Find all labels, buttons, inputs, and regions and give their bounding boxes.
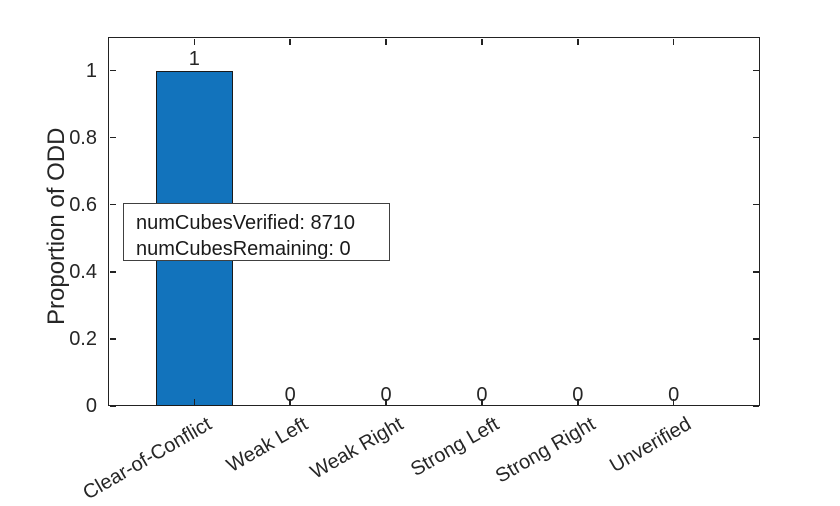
y-tick-right — [752, 271, 759, 273]
x-tick-label: Strong Right — [491, 413, 599, 488]
y-tick — [109, 405, 116, 407]
annotation-line-remaining: numCubesRemaining: 0 — [136, 238, 351, 260]
y-tick-label: 1 — [85, 59, 97, 82]
y-tick-right — [752, 203, 759, 206]
y-tick-right — [752, 69, 759, 72]
y-axis-label: Proportion of ODD — [43, 127, 70, 325]
x-tick-top — [289, 38, 291, 45]
y-tick-label: 0.8 — [69, 126, 97, 149]
x-tick-top — [672, 38, 675, 45]
y-tick — [109, 271, 116, 273]
bar-value-label: 0 — [380, 383, 392, 406]
y-tick — [109, 136, 116, 139]
x-tick — [289, 398, 291, 405]
x-tick-label: Clear-of-Conflict — [79, 413, 216, 505]
annotation-box: numCubesVerified: 8710 numCubesRemaining… — [123, 203, 390, 261]
bar-value-label: 0 — [284, 383, 296, 406]
x-tick-label: Unverified — [605, 413, 695, 478]
x-tick-label: Weak Right — [306, 413, 408, 484]
y-tick-label: 0.4 — [69, 260, 97, 283]
x-tick — [481, 398, 483, 405]
x-tick-top — [577, 38, 579, 45]
x-tick — [193, 398, 196, 405]
y-tick — [109, 203, 116, 206]
y-tick-label: 0.6 — [69, 193, 97, 216]
bar-value-label: 0 — [476, 383, 488, 406]
x-tick-top — [481, 38, 483, 45]
x-tick — [577, 398, 579, 405]
y-tick-right — [752, 338, 759, 340]
bar-value-label: 0 — [668, 383, 680, 406]
y-tick-right — [752, 136, 759, 139]
x-tick — [672, 398, 675, 405]
y-tick-label: 0 — [85, 395, 97, 417]
y-tick-label: 0.2 — [69, 327, 97, 350]
x-tick — [385, 398, 387, 405]
y-tick-right — [752, 405, 759, 407]
x-tick-label: Weak Left — [222, 413, 312, 477]
y-tick — [109, 69, 116, 72]
x-tick-label: Strong Left — [407, 413, 503, 481]
y-tick — [109, 338, 116, 340]
plot-area — [108, 37, 760, 406]
x-tick-top — [385, 38, 387, 45]
annotation-line-verified: numCubesVerified: 8710 — [136, 212, 356, 234]
bar-value-label: 0 — [572, 383, 584, 406]
x-tick-top — [193, 38, 196, 45]
bar-value-label: 1 — [188, 48, 200, 71]
